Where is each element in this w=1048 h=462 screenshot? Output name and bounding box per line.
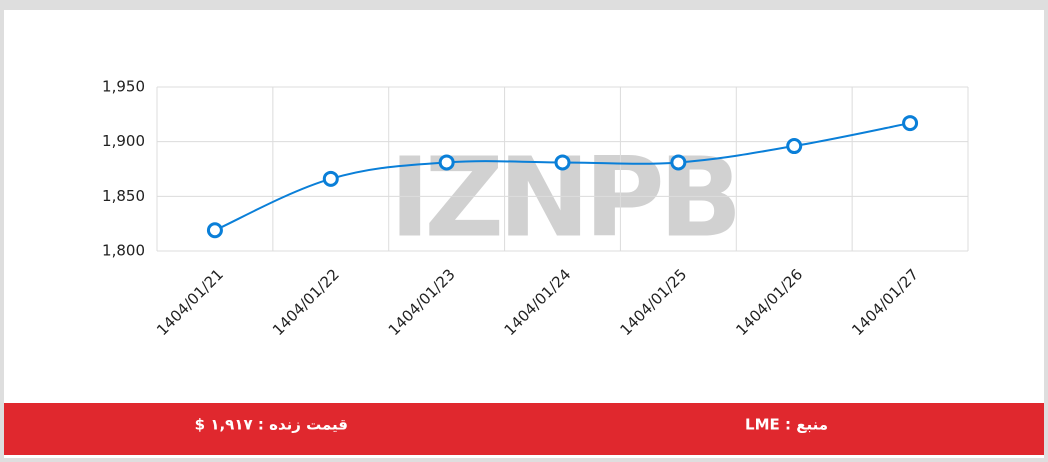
footer-bar — [4, 403, 1044, 455]
source: منبع : LME — [745, 416, 828, 434]
point — [438, 154, 455, 171]
point — [322, 170, 339, 187]
live-price: قیمت زنده : ۱,۹۱۷ $ — [195, 416, 348, 434]
point — [670, 154, 687, 171]
watermark: IZNPB — [389, 133, 736, 261]
point — [786, 138, 803, 155]
panel — [4, 10, 1044, 458]
y-tick-label: 1,850 — [102, 187, 145, 205]
point — [206, 222, 223, 239]
point — [554, 154, 571, 171]
y-tick-label: 1,950 — [102, 78, 145, 96]
y-tick-label: 1,800 — [102, 242, 145, 260]
point — [902, 115, 919, 132]
y-tick-label: 1,900 — [102, 132, 145, 150]
